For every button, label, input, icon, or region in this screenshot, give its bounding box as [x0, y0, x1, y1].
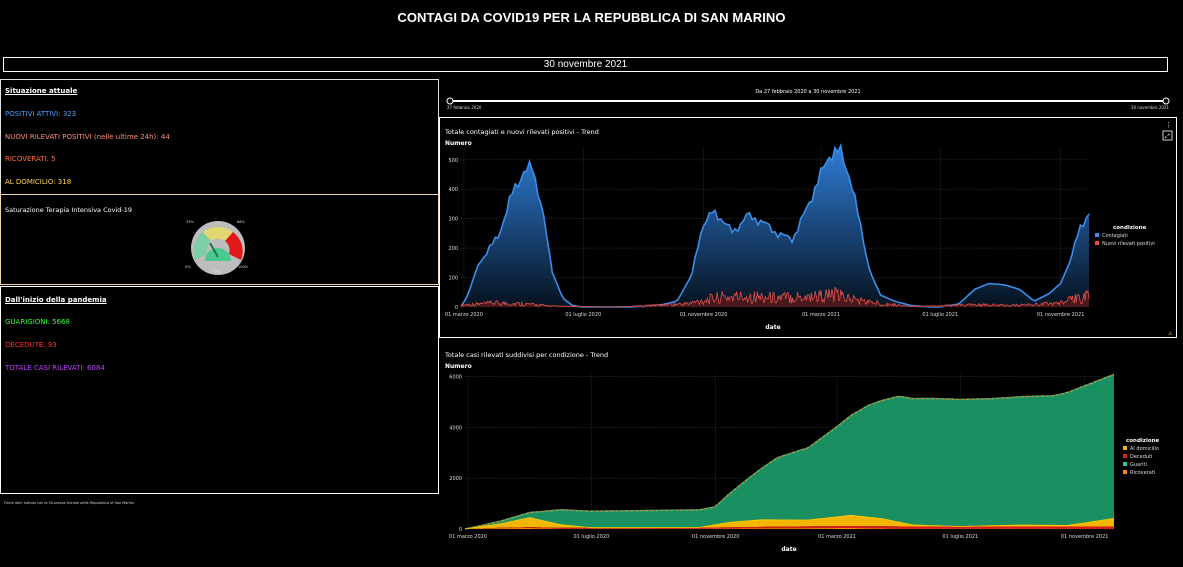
series-contagiati-area: [461, 145, 1089, 307]
chart1-legend-title: condizione: [1113, 225, 1147, 231]
current-situation-heading: Situazione attuale: [5, 87, 78, 95]
legend-swatch-nuovi: [1095, 241, 1099, 245]
x-tick-label: 01 marzo 2021: [802, 312, 840, 318]
area-domicilio: [465, 515, 1114, 529]
x-tick-label: 01 marzo 2020: [449, 534, 487, 540]
hospitalized-text: RICOVERATI: 5: [5, 155, 56, 163]
y-tick-label: 100: [448, 276, 458, 282]
legend-label-contagiati[interactable]: Contagiati: [1102, 233, 1128, 239]
expand-arrows-icon: ⤢: [1165, 133, 1170, 140]
x-tick-label: 01 marzo 2020: [445, 312, 483, 318]
icu-saturation-panel: Saturazione Terapia Intensiva Covid-19 0…: [0, 194, 439, 285]
x-tick-label: 01 novembre 2020: [680, 312, 728, 318]
expand-icon[interactable]: [1162, 130, 1173, 141]
x-tick-label: 01 marzo 2021: [818, 534, 856, 540]
chart2-xlabel: date: [781, 546, 796, 553]
y-tick-label: 0: [459, 527, 462, 533]
series-contagiati-line: [460, 142, 1090, 308]
legend-label-ricoverati[interactable]: Ricoverati: [1130, 470, 1155, 476]
total-cases-text: TOTALE CASI RILEVATI: 6084: [5, 364, 105, 372]
warning-icon: ⚠: [1168, 331, 1173, 337]
legend-label-domicilio[interactable]: Al domicilio: [1130, 446, 1159, 452]
x-tick-label: 01 luglio 2020: [573, 534, 609, 540]
chart1-xlabel: date: [765, 324, 780, 331]
line-totale: [464, 373, 1115, 530]
y-tick-label: 6000: [449, 375, 462, 381]
legend-swatch-ricoverati: [1123, 470, 1127, 474]
date-range-caption: Da 27 febbraio 2020 a 30 novembre 2021: [755, 89, 861, 95]
gauge-label-100: 100%: [238, 265, 249, 269]
since-start-heading: Dall'inizio della pandemia: [5, 296, 107, 304]
x-tick-label: 01 novembre 2021: [1037, 312, 1085, 318]
area-ricoverati: [465, 528, 1114, 529]
chart1-ylabel: Numero: [445, 140, 472, 147]
x-tick-label: 01 luglio 2021: [942, 534, 978, 540]
legend-swatch-deceduti: [1123, 454, 1127, 458]
y-tick-label: 500: [448, 158, 458, 164]
y-tick-label: 200: [448, 246, 458, 252]
gauge-needle: [209, 242, 219, 258]
legend-swatch-contagiati: [1095, 233, 1099, 237]
chart2-legend-title: condizione: [1126, 438, 1160, 444]
slider-start-handle[interactable]: [446, 97, 454, 105]
gauge-yellow-zone: [203, 226, 233, 241]
y-tick-label: 2000: [449, 476, 462, 482]
y-tick-label: 4000: [449, 425, 462, 431]
new-positives-text: NUOVI RILEVATI POSITIVI (nelle ultime 24…: [5, 133, 170, 141]
trend-chart-frame: [439, 117, 1177, 338]
gauge-label-0: 0%: [185, 265, 191, 269]
legend-label-deceduti[interactable]: Deceduti: [1130, 454, 1152, 460]
slider-start-label: 27 febbraio 2020: [447, 105, 482, 110]
y-tick-label: 300: [448, 217, 458, 223]
current-date-bar: 30 novembre 2021: [3, 57, 1168, 72]
deaths-text: DECEDUTE: 93: [5, 341, 57, 349]
gauge-value-text: 0%: [213, 269, 221, 275]
gauge-red-zone: [225, 232, 243, 260]
gauge-label-66: 66%: [237, 220, 245, 224]
area-guariti: [465, 374, 1114, 529]
area-deceduti: [465, 526, 1114, 529]
more-options-icon[interactable]: ⋮: [1165, 121, 1172, 129]
source-note: Fonte dati: Istituto per la Sicurezza So…: [4, 501, 135, 505]
gauge-label-33: 33%: [186, 220, 194, 224]
positives-trend-chart: Totale contagiati e nuovi rilevati posit…: [444, 121, 1173, 337]
slider-end-label: 30 novembre 2021: [1131, 105, 1170, 110]
x-tick-label: 01 luglio 2020: [565, 312, 601, 318]
since-start-panel: Dall'inizio della pandemia GUARIGIONI: 5…: [0, 286, 439, 494]
x-tick-label: 01 luglio 2021: [922, 312, 958, 318]
gauge-value-fill: [205, 248, 231, 261]
date-range-slider[interactable]: 27 febbraio 2020 30 novembre 2021: [443, 96, 1173, 114]
icu-gauge: 0% 33% 66% 100% 0%: [185, 220, 249, 275]
series-nuovi-line: [460, 286, 1090, 308]
slider-end-handle[interactable]: [1162, 97, 1170, 105]
y-tick-label: 0: [455, 305, 458, 311]
current-situation-panel: Situazione attuale POSITIVI ATTIVI: 323 …: [0, 79, 439, 195]
chart2-ylabel: Numero: [445, 363, 472, 370]
active-positives-text: POSITIVI ATTIVI: 323: [5, 110, 77, 118]
legend-label-guariti[interactable]: Guariti: [1130, 462, 1147, 468]
line-domicilio: [464, 514, 1115, 530]
legend-swatch-guariti: [1123, 462, 1127, 466]
chart1-title: Totale contagiati e nuovi rilevati posit…: [444, 128, 599, 136]
page-title: CONTAGI DA COVID19 PER LA REPUBBLICA DI …: [397, 10, 786, 25]
x-tick-label: 01 novembre 2021: [1061, 534, 1109, 540]
icu-gauge-title: Saturazione Terapia Intensiva Covid-19: [5, 206, 133, 214]
y-tick-label: 400: [448, 187, 458, 193]
home-care-text: AL DOMICILIO: 318: [5, 178, 72, 186]
legend-label-nuovi[interactable]: Nuovi rilevati positivi: [1102, 241, 1155, 247]
recovered-text: GUARIGIONI: 5668: [5, 318, 70, 326]
cases-by-condition-chart: Totale casi rilevati suddivisi per condi…: [444, 351, 1160, 553]
chart2-title: Totale casi rilevati suddivisi per condi…: [444, 351, 608, 359]
legend-swatch-domicilio: [1123, 446, 1127, 450]
chart1-toolbar: ⋮ ⤢ ⚠: [1162, 121, 1173, 337]
x-tick-label: 01 novembre 2020: [692, 534, 740, 540]
gauge-green-zone: [193, 232, 211, 260]
